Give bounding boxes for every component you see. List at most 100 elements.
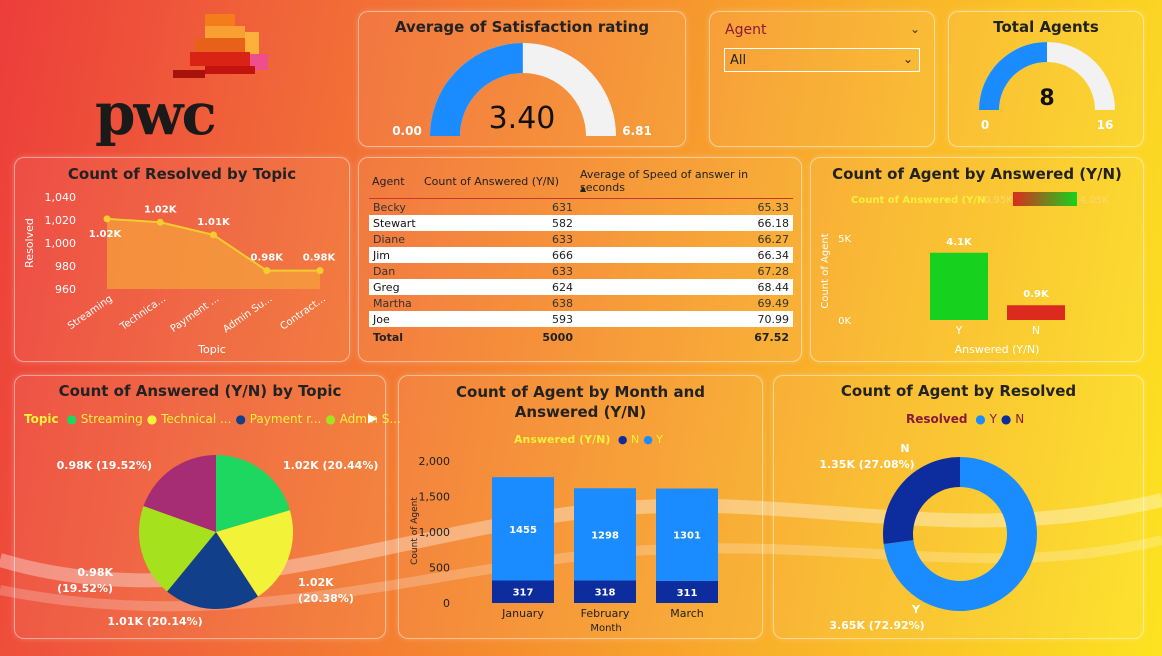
total-agents-gauge: 8 0 16 (979, 42, 1115, 132)
cell-speed: 66.27 (757, 232, 790, 246)
slice-label: 1.02K (20.44%) (283, 459, 378, 472)
cell-speed: 65.33 (757, 200, 790, 214)
bar-segment[interactable] (656, 488, 718, 581)
y-axis-label: Count of Agent (820, 233, 831, 308)
pie-slice[interactable] (143, 455, 216, 532)
total-agents-value: 8 (1039, 86, 1054, 111)
dropdown-chevron-icon[interactable]: ⌄ (902, 52, 913, 66)
bar-segment[interactable] (574, 488, 636, 581)
x-tick-label: Streaming (66, 293, 115, 332)
legend-item[interactable]: ● Streaming (66, 412, 142, 426)
legend-title: Topic (24, 412, 59, 426)
legend-label: Y (652, 433, 664, 446)
cell-agent: Jim (369, 247, 421, 263)
answered-by-topic-title: Count of Answered (Y/N) by Topic (58, 382, 342, 400)
y-tick-label: 960 (55, 283, 76, 296)
slice-label: 0.98K (19.52%) (57, 459, 152, 472)
data-point[interactable] (103, 215, 111, 223)
y-tick-label: 1,000 (419, 526, 451, 539)
bar-segment[interactable] (574, 580, 636, 603)
bar-segment[interactable] (492, 580, 554, 603)
agent-dropdown[interactable]: All ⌄ (724, 48, 920, 72)
y-tick-label: 1,000 (45, 237, 77, 250)
cell-speed: 70.99 (577, 311, 793, 327)
legend-item[interactable]: ● N (618, 433, 639, 446)
cell-agent: Diane (373, 232, 406, 246)
pie-slice[interactable] (216, 455, 290, 532)
data-label: 0.9K (1023, 289, 1050, 300)
pie-slice[interactable] (216, 510, 293, 597)
x-tick-label: January (501, 607, 544, 620)
bar-segment[interactable] (492, 477, 554, 581)
slice-label: 1.35K (27.08%) (819, 458, 914, 471)
legend-item[interactable]: ● Technical ... (147, 412, 232, 426)
table-row[interactable]: Jim 666 66.34 (369, 247, 793, 263)
table-row[interactable]: Stewart 582 66.18 (369, 215, 793, 231)
table-row[interactable]: Becky 631 65.33 (369, 199, 793, 216)
x-axis-label: Topic (197, 343, 226, 356)
data-point[interactable] (316, 267, 324, 275)
agent-by-month-card[interactable]: Count of Agent by Month and Answered (Y/… (398, 375, 763, 639)
cell-count: 633 (552, 264, 573, 278)
total-speed: 67.52 (754, 330, 789, 344)
y-tick-label: 500 (429, 562, 450, 575)
pwc-logo-text: pwc (95, 80, 217, 148)
topic-pie-chart: 1.02K (20.44%) 1.02K (20.38%) 1.01K (20.14%… (57, 455, 378, 628)
table-row[interactable]: Joe 593 70.99 (369, 311, 793, 327)
y-tick-label: 5K (838, 234, 851, 245)
legend-item[interactable]: ● Admin S... (325, 412, 400, 426)
x-tick-label: Technica... (118, 293, 168, 333)
pie-slice[interactable] (167, 532, 258, 609)
donut-slice[interactable] (883, 457, 1037, 611)
table-row[interactable]: Martha 638 69.49 (369, 295, 793, 311)
cell-count: 633 (552, 232, 573, 246)
data-label: 311 (677, 588, 698, 599)
col-header-agent[interactable]: Agent (369, 164, 421, 199)
y-tick-label: 2,000 (419, 455, 451, 468)
table-row[interactable]: Greg 624 68.44 (369, 279, 793, 295)
data-label: 1.02K (89, 229, 123, 240)
data-point[interactable] (156, 218, 164, 226)
bar[interactable] (1007, 305, 1065, 320)
agent-by-answered-card[interactable]: Count of Agent by Answered (Y/N) Count o… (810, 157, 1144, 362)
legend-title: Answered (Y/N) (514, 433, 611, 446)
satisfaction-gauge: 3.40 0.00 6.81 (392, 43, 652, 138)
legend-next-arrow-icon[interactable]: ▶ (368, 411, 378, 425)
sort-desc-icon[interactable]: ▲ (580, 184, 587, 193)
y-tick-label: 980 (55, 260, 76, 273)
answered-by-topic-card[interactable]: Count of Answered (Y/N) by Topic Topic ●… (14, 375, 401, 639)
legend-item[interactable]: ● Payment r... (235, 412, 321, 426)
table-row[interactable]: Dan 633 67.28 (369, 263, 793, 279)
legend-label: Streaming (76, 412, 143, 426)
y-tick-label: 1,040 (45, 191, 77, 204)
bar-segment[interactable] (656, 580, 718, 603)
chevron-down-icon[interactable]: ⌄ (909, 22, 920, 36)
agent-table-card[interactable]: Agent Count of Answered (Y/N) Average of… (358, 157, 802, 362)
cell-speed: 68.44 (577, 279, 793, 295)
slice-label: 3.65K (72.92%) (829, 619, 924, 632)
legend-item[interactable]: ● Y (975, 412, 997, 426)
satisfaction-gauge-card[interactable]: Average of Satisfaction rating 3.40 0.00… (358, 11, 686, 147)
y-tick-label: 1,500 (419, 491, 451, 504)
table-row[interactable]: Diane 633 66.27 (369, 231, 793, 247)
cell-agent: Stewart (369, 215, 421, 231)
data-label: 317 (513, 588, 534, 599)
resolved-by-topic-card[interactable]: Count of Resolved by Topic Resolved Topi… (14, 157, 350, 362)
cell-speed: 66.18 (577, 215, 793, 231)
col-header-speed[interactable]: Average of Speed of answer in seconds ▲ (577, 164, 793, 199)
data-label: 1298 (591, 530, 619, 541)
data-label: 1455 (509, 525, 537, 536)
cell-agent: Martha (373, 296, 412, 310)
legend-item[interactable]: ● Y (643, 433, 663, 446)
total-agents-card[interactable]: Total Agents 8 0 16 (948, 11, 1144, 147)
agent-by-resolved-card[interactable]: Count of Agent by Resolved Resolved ● Y ●… (773, 375, 1144, 639)
col-header-count[interactable]: Count of Answered (Y/N) (421, 164, 577, 199)
data-point[interactable] (263, 267, 271, 275)
cell-agent: Greg (369, 279, 421, 295)
donut-slice[interactable] (883, 457, 960, 545)
bar[interactable] (930, 252, 988, 320)
legend-dot-icon: ● (1000, 412, 1012, 426)
pie-slice[interactable] (138, 506, 216, 592)
data-point[interactable] (210, 231, 217, 239)
legend-item[interactable]: ● N (1001, 412, 1024, 426)
